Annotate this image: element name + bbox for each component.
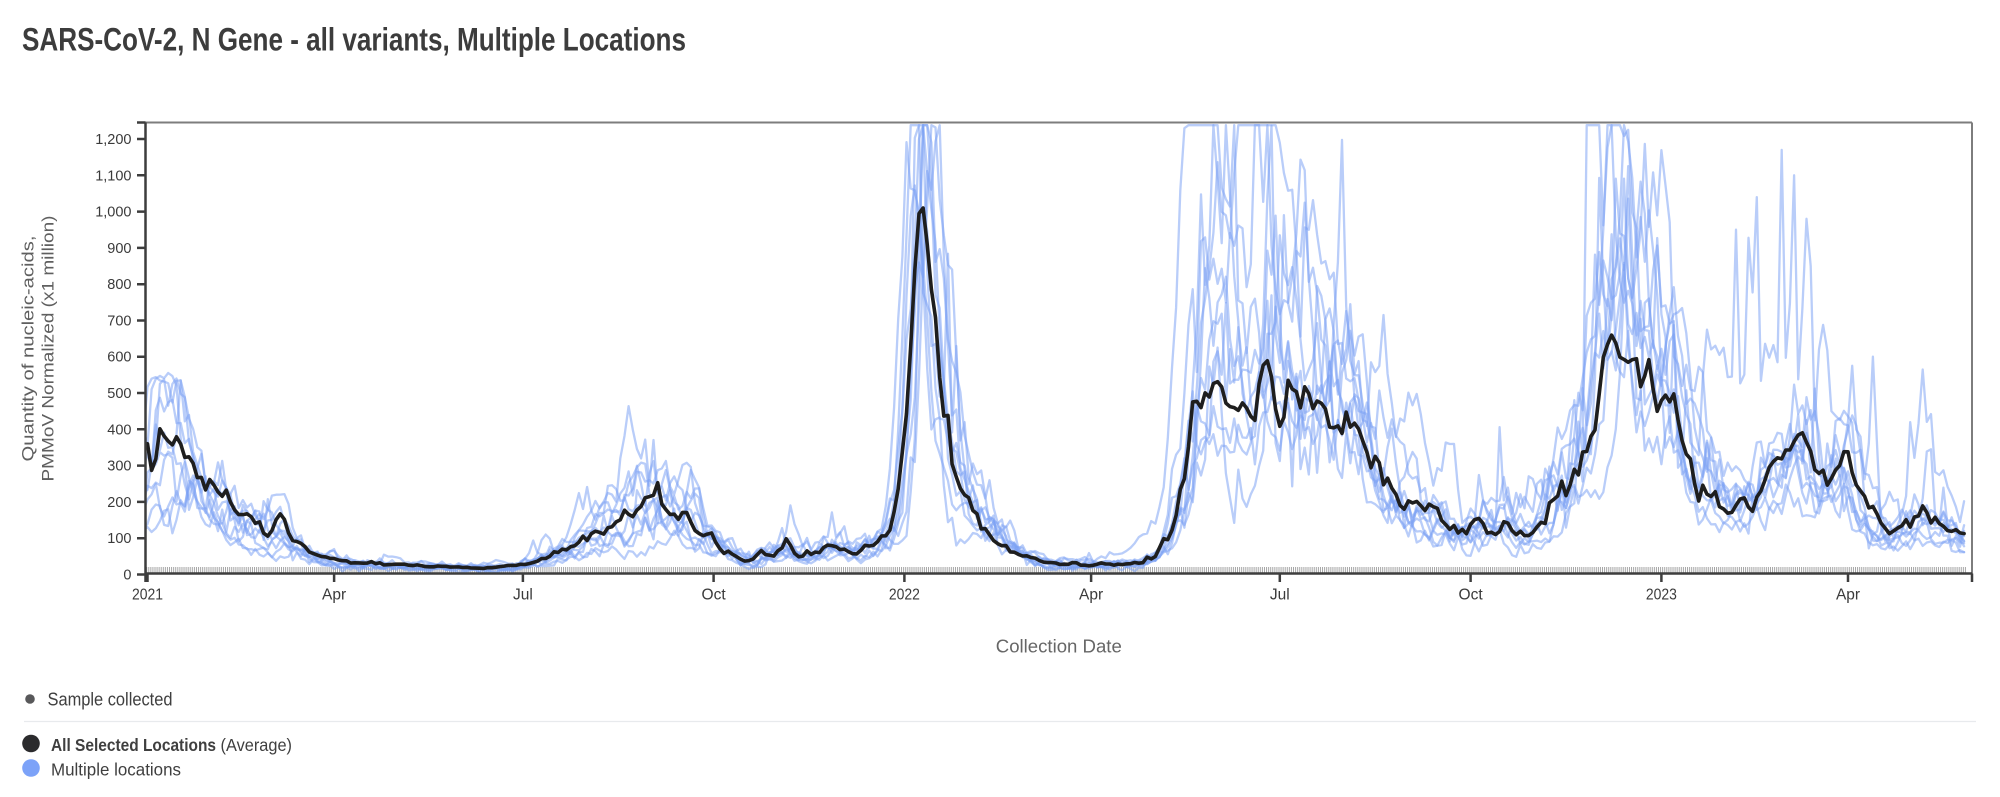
svg-text:400: 400 bbox=[107, 422, 131, 438]
svg-text:Jul: Jul bbox=[513, 587, 533, 604]
svg-text:Collection Date: Collection Date bbox=[996, 637, 1122, 657]
svg-text:2021: 2021 bbox=[132, 587, 163, 604]
svg-text:Quantity of nucleic-acids,: Quantity of nucleic-acids, bbox=[19, 236, 38, 462]
svg-text:500: 500 bbox=[107, 386, 131, 402]
svg-text:SARS-CoV-2, N Gene - all varia: SARS-CoV-2, N Gene - all variants, Multi… bbox=[22, 22, 686, 58]
svg-text:1,100: 1,100 bbox=[95, 168, 131, 184]
svg-text:Multiple locations: Multiple locations bbox=[51, 759, 181, 779]
svg-text:1,000: 1,000 bbox=[95, 205, 131, 221]
svg-text:1,200: 1,200 bbox=[95, 132, 131, 148]
svg-text:Apr: Apr bbox=[1836, 587, 1860, 604]
svg-text:600: 600 bbox=[107, 350, 131, 366]
svg-text:200: 200 bbox=[107, 495, 131, 511]
svg-text:All Selected Locations (Averag: All Selected Locations (Average) bbox=[51, 735, 292, 755]
svg-text:Oct: Oct bbox=[702, 587, 727, 604]
svg-text:300: 300 bbox=[107, 459, 131, 475]
svg-text:Oct: Oct bbox=[1459, 587, 1484, 604]
svg-text:2022: 2022 bbox=[889, 587, 920, 604]
svg-text:700: 700 bbox=[107, 314, 131, 330]
svg-text:0: 0 bbox=[123, 568, 131, 584]
svg-text:PMMoV Normalized (x1 million): PMMoV Normalized (x1 million) bbox=[39, 216, 58, 482]
svg-text:Sample collected: Sample collected bbox=[48, 690, 173, 710]
svg-text:Jul: Jul bbox=[1270, 587, 1290, 604]
svg-text:Apr: Apr bbox=[1079, 587, 1103, 604]
svg-text:2023: 2023 bbox=[1646, 587, 1677, 604]
svg-text:100: 100 bbox=[107, 531, 131, 547]
svg-text:900: 900 bbox=[107, 241, 131, 257]
svg-text:Apr: Apr bbox=[322, 587, 346, 604]
svg-text:800: 800 bbox=[107, 277, 131, 293]
